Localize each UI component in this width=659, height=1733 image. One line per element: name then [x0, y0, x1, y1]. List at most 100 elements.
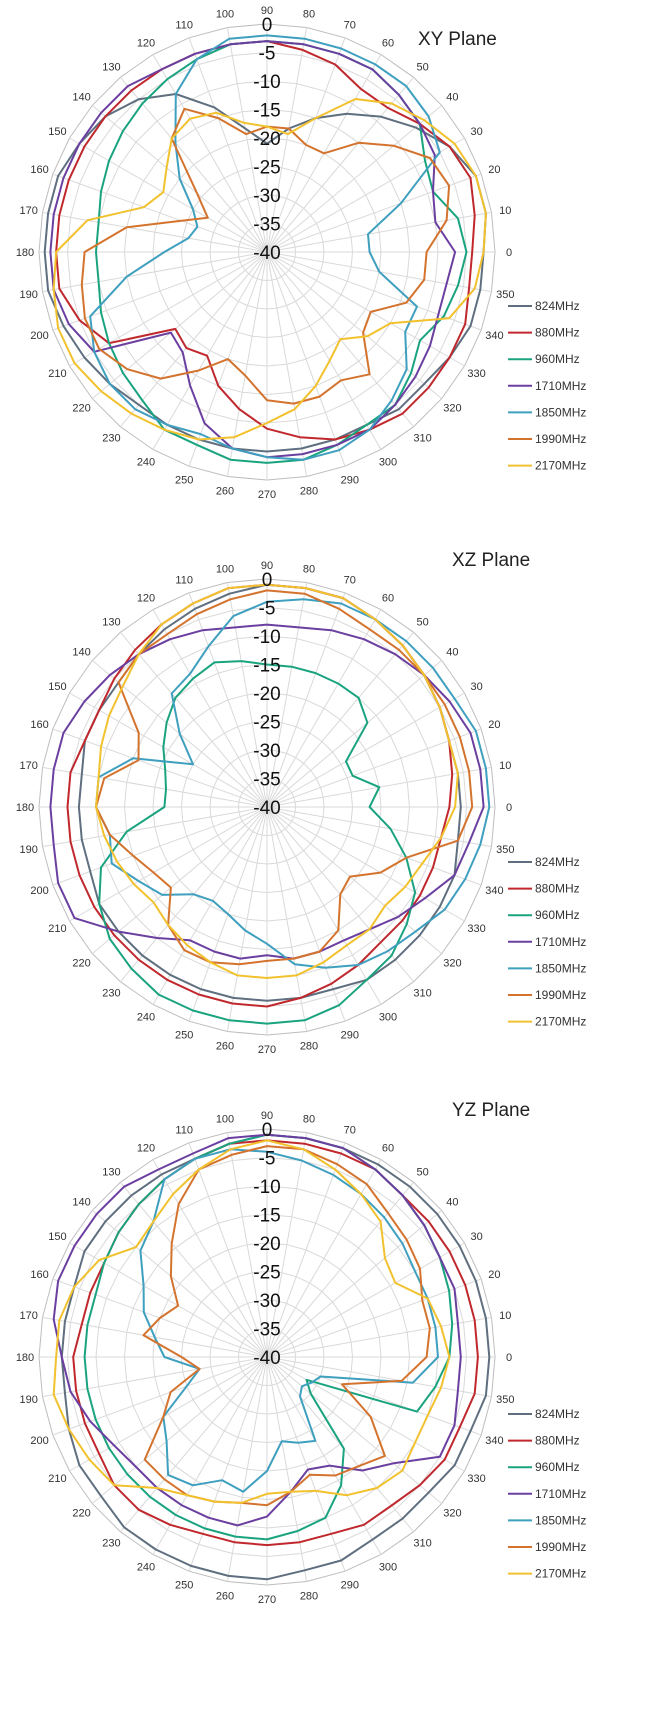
radial-tick-label: -15: [253, 101, 280, 122]
angle-tick-label: 290: [341, 474, 359, 486]
legend-label: 824MHz: [535, 299, 580, 313]
angle-tick-label: 20: [488, 1269, 500, 1281]
angle-tick-label: 20: [488, 719, 500, 731]
grid-spoke: [226, 251, 268, 477]
angle-tick-label: 160: [30, 719, 48, 731]
angle-tick-label: 350: [496, 1394, 514, 1406]
grid-spoke: [266, 1132, 308, 1358]
grid-spoke: [226, 582, 268, 808]
angle-tick-label: 100: [216, 1114, 234, 1126]
grid-spoke: [152, 806, 268, 1005]
angle-tick-label: 320: [443, 1508, 461, 1520]
angle-tick-label: 100: [216, 564, 234, 576]
grid-spoke: [266, 728, 482, 808]
angle-tick-label: 230: [102, 987, 120, 999]
series-line-2170MHz: [52, 1139, 451, 1504]
angle-tick-label: 270: [258, 1594, 276, 1606]
legend-label: 880MHz: [535, 326, 580, 340]
legend: 824MHz 880MHz 960MHz 1710MHz 1850MHz 1990MHz 2…: [508, 855, 586, 1029]
angle-tick-label: 80: [303, 9, 315, 21]
grid-spoke: [120, 1181, 268, 1358]
grid-spoke: [120, 76, 268, 253]
polar-chart-3: 0 -5 -10 -15 -20 -25 -30 -35 -40 0 10 20 30 40 50 60 70 8…: [16, 1100, 587, 1606]
angle-tick-label: 190: [20, 844, 38, 856]
grid-spoke: [52, 173, 268, 253]
legend-label: 1990MHz: [535, 432, 586, 446]
angle-tick-label: 30: [470, 681, 482, 693]
grid-spoke: [91, 1210, 268, 1358]
angle-tick-label: 150: [48, 681, 66, 693]
angle-tick-label: 0: [506, 1352, 512, 1364]
angle-tick-label: 220: [72, 958, 90, 970]
grid-spoke: [266, 1278, 482, 1358]
series-line-1710MHz: [49, 623, 485, 960]
grid-spoke: [266, 251, 308, 477]
angle-tick-label: 60: [382, 37, 394, 49]
angle-tick-label: 110: [175, 20, 193, 32]
angle-tick-label: 90: [261, 560, 273, 572]
angle-tick-label: 130: [102, 1167, 120, 1179]
angle-tick-label: 10: [499, 760, 511, 772]
angle-tick-label: 220: [72, 403, 90, 415]
grid-spoke: [266, 27, 308, 253]
angle-tick-label: 280: [300, 1590, 318, 1602]
angle-tick-label: 310: [413, 1537, 431, 1549]
angle-tick-label: 190: [20, 1394, 38, 1406]
angle-tick-label: 280: [300, 1040, 318, 1052]
grid-spoke: [266, 1142, 346, 1358]
angle-tick-label: 60: [382, 1142, 394, 1154]
angle-tick-label: 160: [30, 1269, 48, 1281]
angle-tick-label: 10: [499, 1310, 511, 1322]
legend-label: 1710MHz: [535, 1487, 586, 1501]
radial-tick-label: 0: [262, 570, 273, 591]
grid-spoke: [266, 631, 414, 808]
angle-tick-label: 310: [413, 987, 431, 999]
angle-tick-label: 130: [102, 617, 120, 629]
angle-tick-label: 160: [30, 164, 48, 176]
grid-spoke: [266, 660, 443, 808]
grid-spoke: [52, 806, 268, 886]
grid-spoke: [69, 137, 268, 253]
series-line-2170MHz: [95, 583, 459, 979]
angle-tick-label: 100: [216, 9, 234, 21]
radial-tick-label: -10: [253, 72, 280, 93]
grid-spoke: [226, 806, 268, 1032]
radial-tick-label: -25: [253, 713, 280, 734]
angle-tick-label: 300: [379, 457, 397, 469]
grid-spoke: [266, 582, 308, 808]
grid-spoke: [69, 1356, 268, 1472]
angle-tick-label: 200: [30, 885, 48, 897]
grid-spoke: [120, 631, 268, 808]
legend-label: 1850MHz: [535, 405, 586, 419]
angle-tick-label: 240: [137, 1562, 155, 1574]
angle-tick-label: 240: [137, 457, 155, 469]
angle-tick-label: 70: [344, 20, 356, 32]
angle-tick-label: 330: [467, 1473, 485, 1485]
angle-tick-label: 50: [416, 1167, 428, 1179]
angle-tick-label: 40: [446, 1196, 458, 1208]
angle-tick-label: 300: [379, 1012, 397, 1024]
grid-spoke: [120, 1356, 268, 1533]
series-line-1990MHz: [80, 107, 451, 405]
series-line-1850MHz: [95, 598, 491, 969]
grid-spoke: [266, 692, 465, 808]
grid-spoke: [266, 592, 346, 808]
angle-tick-label: 20: [488, 164, 500, 176]
grid-spoke: [266, 251, 382, 450]
radial-tick-label: -5: [259, 1149, 276, 1170]
grid-spoke: [266, 251, 443, 399]
series-line-1710MHz: [52, 1133, 462, 1527]
radial-tick-label: -30: [253, 741, 280, 762]
grid-spoke: [52, 1356, 268, 1436]
angle-tick-label: 140: [72, 1196, 90, 1208]
angle-tick-label: 170: [20, 760, 38, 772]
grid-spoke: [69, 806, 268, 922]
grid-spoke: [91, 806, 268, 954]
angle-tick-label: 120: [137, 592, 155, 604]
legend-label: 880MHz: [535, 1434, 580, 1448]
angle-tick-label: 70: [344, 1125, 356, 1137]
angle-tick-label: 310: [413, 432, 431, 444]
angle-tick-label: 140: [72, 91, 90, 103]
legend-label: 2170MHz: [535, 1015, 586, 1029]
